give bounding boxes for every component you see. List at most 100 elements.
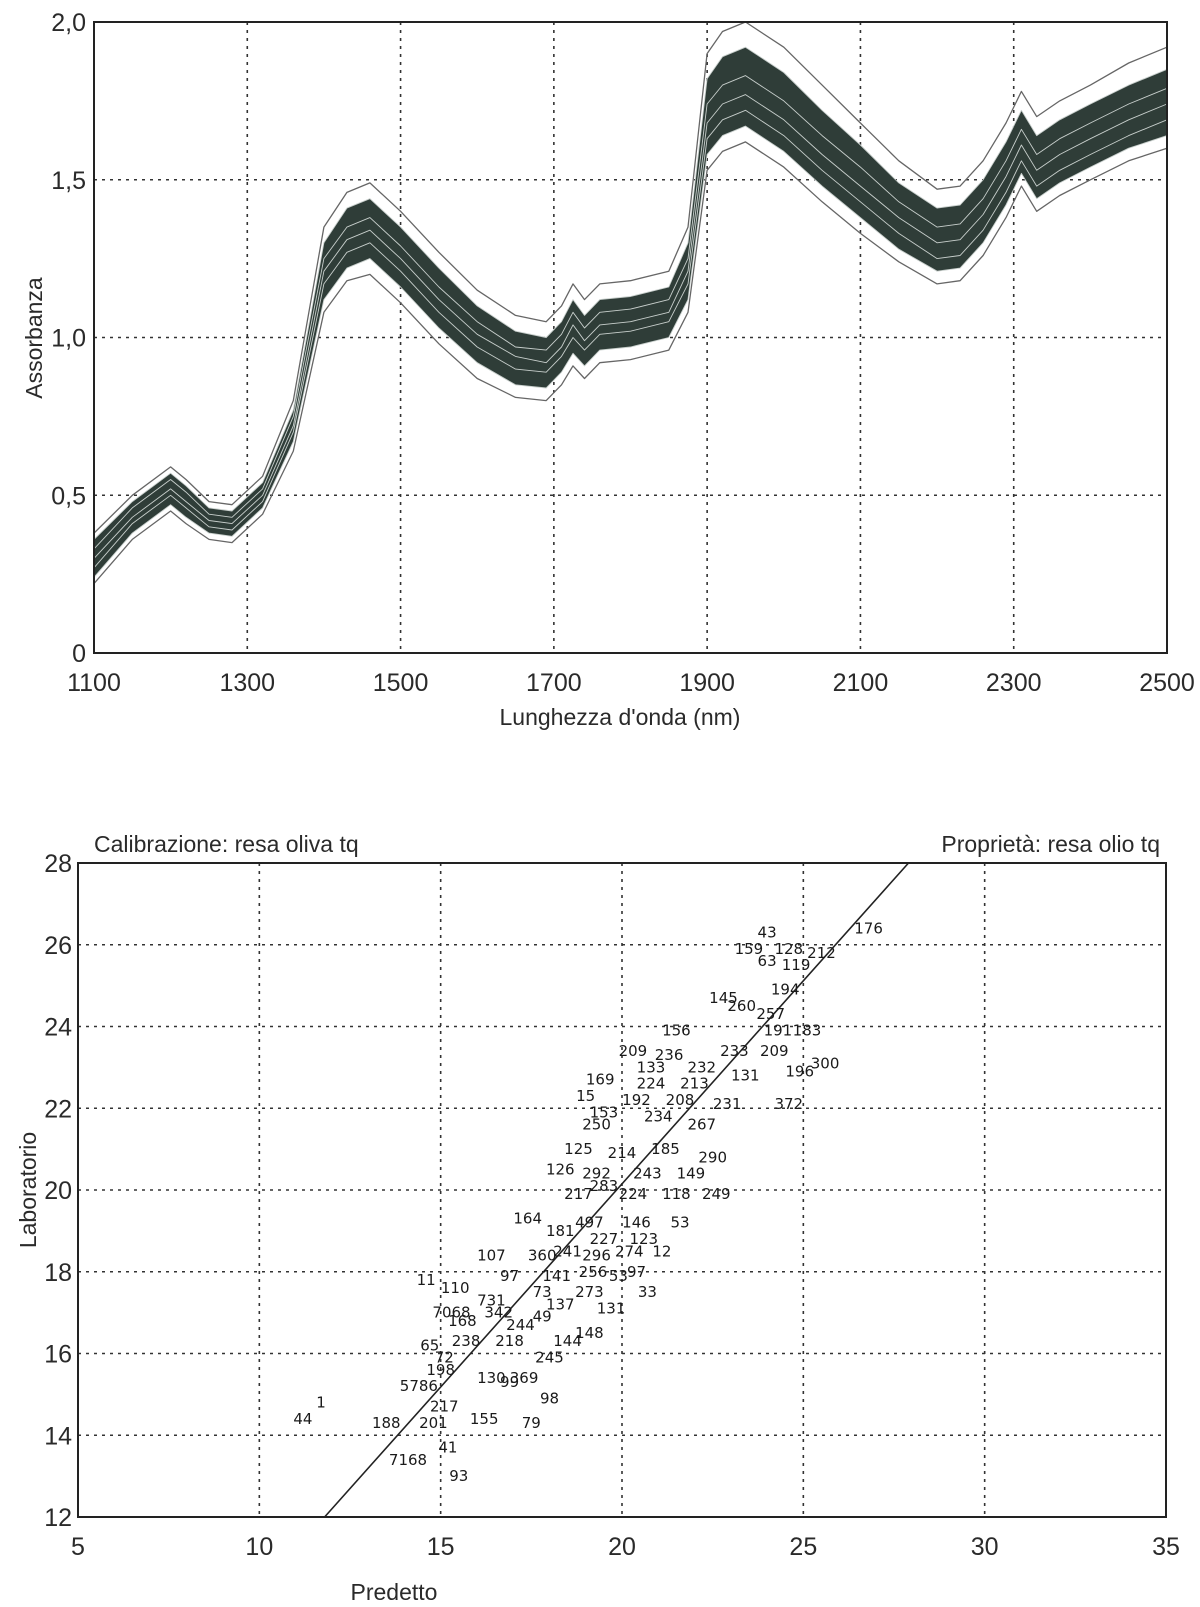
scatter-point-label: 249 — [702, 1185, 731, 1203]
scatter-point-label: 198 — [426, 1361, 455, 1379]
scatter-point-label: 97 — [627, 1263, 646, 1281]
scatter-point-label: 290 — [698, 1148, 727, 1166]
scatter-point-label: 224 — [637, 1075, 666, 1093]
scatter-y-tick-label: 16 — [44, 1341, 72, 1369]
scatter-point-label: 188 — [372, 1414, 401, 1432]
scatter-point-label: 292 — [582, 1165, 611, 1183]
scatter-point-label: 1 — [316, 1394, 326, 1412]
scatter-grid — [78, 863, 1166, 1517]
spectra-y-tick-label: 0 — [72, 640, 86, 668]
spectra-x-tick-label: 1500 — [373, 669, 429, 697]
scatter-fit-line — [324, 862, 910, 1518]
scatter-point-label: 283 — [590, 1177, 619, 1195]
scatter-y-tick-label: 14 — [44, 1422, 72, 1450]
scatter-point-label: 12 — [652, 1242, 671, 1260]
spectra-chart: 1100 1300 1500 1700 1900 2100 2300 2500 0 0,5 1,0… — [21, 9, 1195, 730]
scatter-point-label: 250 — [582, 1116, 611, 1134]
scatter-point-label: 234 — [644, 1107, 673, 1125]
scatter-x-tick-label: 35 — [1152, 1533, 1180, 1561]
scatter-point-label: 43 — [758, 924, 777, 942]
scatter-point-label: 273 — [575, 1283, 604, 1301]
scatter-point-label: 214 — [608, 1144, 637, 1162]
scatter-x-tick-label: 5 — [71, 1533, 85, 1561]
scatter-point-label: 194 — [771, 981, 800, 999]
scatter-point-label: 164 — [513, 1210, 542, 1228]
scatter-point-label: 156 — [662, 1022, 691, 1040]
scatter-title-right: Proprietà: resa olio tq — [941, 831, 1160, 857]
scatter-point-label: 97 — [500, 1267, 519, 1285]
scatter-y-axis-label: Laboratorio — [15, 1132, 41, 1248]
scatter-x-tick-label: 20 — [608, 1533, 636, 1561]
scatter-point-label: 191 — [764, 1022, 793, 1040]
scatter-point-label: 49 — [533, 1308, 552, 1326]
scatter-point-label: 256 — [579, 1263, 608, 1281]
scatter-point-label: 217 — [564, 1185, 593, 1203]
spectra-x-tick-label: 2500 — [1139, 669, 1195, 697]
scatter-point-label: 169 — [586, 1071, 615, 1089]
spectra-plot-frame — [93, 21, 1168, 654]
scatter-point-label: 243 — [633, 1165, 662, 1183]
spectra-series-line — [93, 141, 1168, 585]
scatter-point-label: 224 — [619, 1185, 648, 1203]
scatter-point-label: 497 — [575, 1214, 604, 1232]
scatter-point-label: 11 — [417, 1271, 436, 1289]
scatter-point-label: 201 — [419, 1414, 448, 1432]
scatter-y-ticks: 12 14 16 18 20 22 24 26 28 — [44, 850, 72, 1532]
scatter-point-label: 731 — [477, 1291, 506, 1309]
scatter-point-label: 15 — [576, 1087, 595, 1105]
spectra-x-tick-label: 1300 — [219, 669, 275, 697]
spectra-x-tick-label: 1900 — [679, 669, 735, 697]
scatter-point-label: 79 — [522, 1414, 541, 1432]
scatter-point-label: 244 — [506, 1316, 535, 1334]
scatter-point-label: 130 — [477, 1369, 506, 1387]
scatter-point-label: 153 — [590, 1103, 619, 1121]
spectra-series-line — [93, 46, 1168, 540]
scatter-x-axis-label: Predetto — [351, 1579, 438, 1605]
scatter-point-label: 372 — [774, 1095, 803, 1113]
spectra-x-ticks: 1100 1300 1500 1700 1900 2100 2300 2500 — [67, 669, 1195, 697]
scatter-point-label: 238 — [452, 1332, 481, 1350]
scatter-point-label: 274 — [615, 1242, 644, 1260]
scatter-point-label: 53 — [670, 1214, 689, 1232]
scatter-point-label: 125 — [564, 1140, 593, 1158]
spectra-series-line — [93, 125, 1168, 578]
spectra-y-tick-label: 0,5 — [51, 482, 86, 510]
scatter-point-label: 98 — [540, 1390, 559, 1408]
scatter-point-label: 110 — [441, 1279, 470, 1297]
scatter-point-label: 72 — [435, 1349, 454, 1367]
scatter-point-label: 5786 — [400, 1377, 438, 1395]
scatter-point-label: 144 — [553, 1332, 582, 1350]
scatter-point-label: 209 — [619, 1042, 648, 1060]
spectra-dense-band — [94, 47, 1167, 578]
spectra-x-tick-label: 2100 — [833, 669, 889, 697]
spectra-series-line — [93, 21, 1168, 534]
scatter-point-label: 119 — [782, 956, 811, 974]
scatter-point-label: 99 — [500, 1373, 519, 1391]
spectra-y-tick-label: 1,5 — [51, 167, 86, 195]
scatter-point-label: 118 — [662, 1185, 691, 1203]
scatter-point-label: 185 — [651, 1140, 680, 1158]
scatter-point-label: 245 — [535, 1349, 564, 1367]
scatter-point-label: 227 — [590, 1230, 619, 1248]
scatter-point-label: 176 — [854, 919, 883, 937]
spectra-y-tick-label: 1,0 — [51, 325, 86, 353]
scatter-point-label: 213 — [680, 1075, 709, 1093]
scatter-x-ticks: 5 10 15 20 25 30 35 — [71, 1533, 1180, 1561]
scatter-point-label: 218 — [495, 1332, 524, 1350]
scatter-x-tick-label: 30 — [971, 1533, 999, 1561]
scatter-point-label: 257 — [756, 1005, 785, 1023]
scatter-point-label: 267 — [687, 1116, 716, 1134]
scatter-point-label: 126 — [546, 1161, 575, 1179]
spectra-x-tick-label: 1100 — [67, 669, 121, 697]
spectra-band — [94, 47, 1167, 578]
scatter-point-label: 217 — [430, 1398, 459, 1416]
scatter-point-label: 41 — [438, 1439, 457, 1457]
scatter-point-label: 296 — [582, 1246, 611, 1264]
scatter-point-label: 231 — [713, 1095, 742, 1113]
scatter-point-label: 148 — [575, 1324, 604, 1342]
scatter-point-label: 241 — [553, 1242, 582, 1260]
scatter-point-label: 212 — [807, 944, 836, 962]
scatter-point-label: 123 — [629, 1230, 658, 1248]
